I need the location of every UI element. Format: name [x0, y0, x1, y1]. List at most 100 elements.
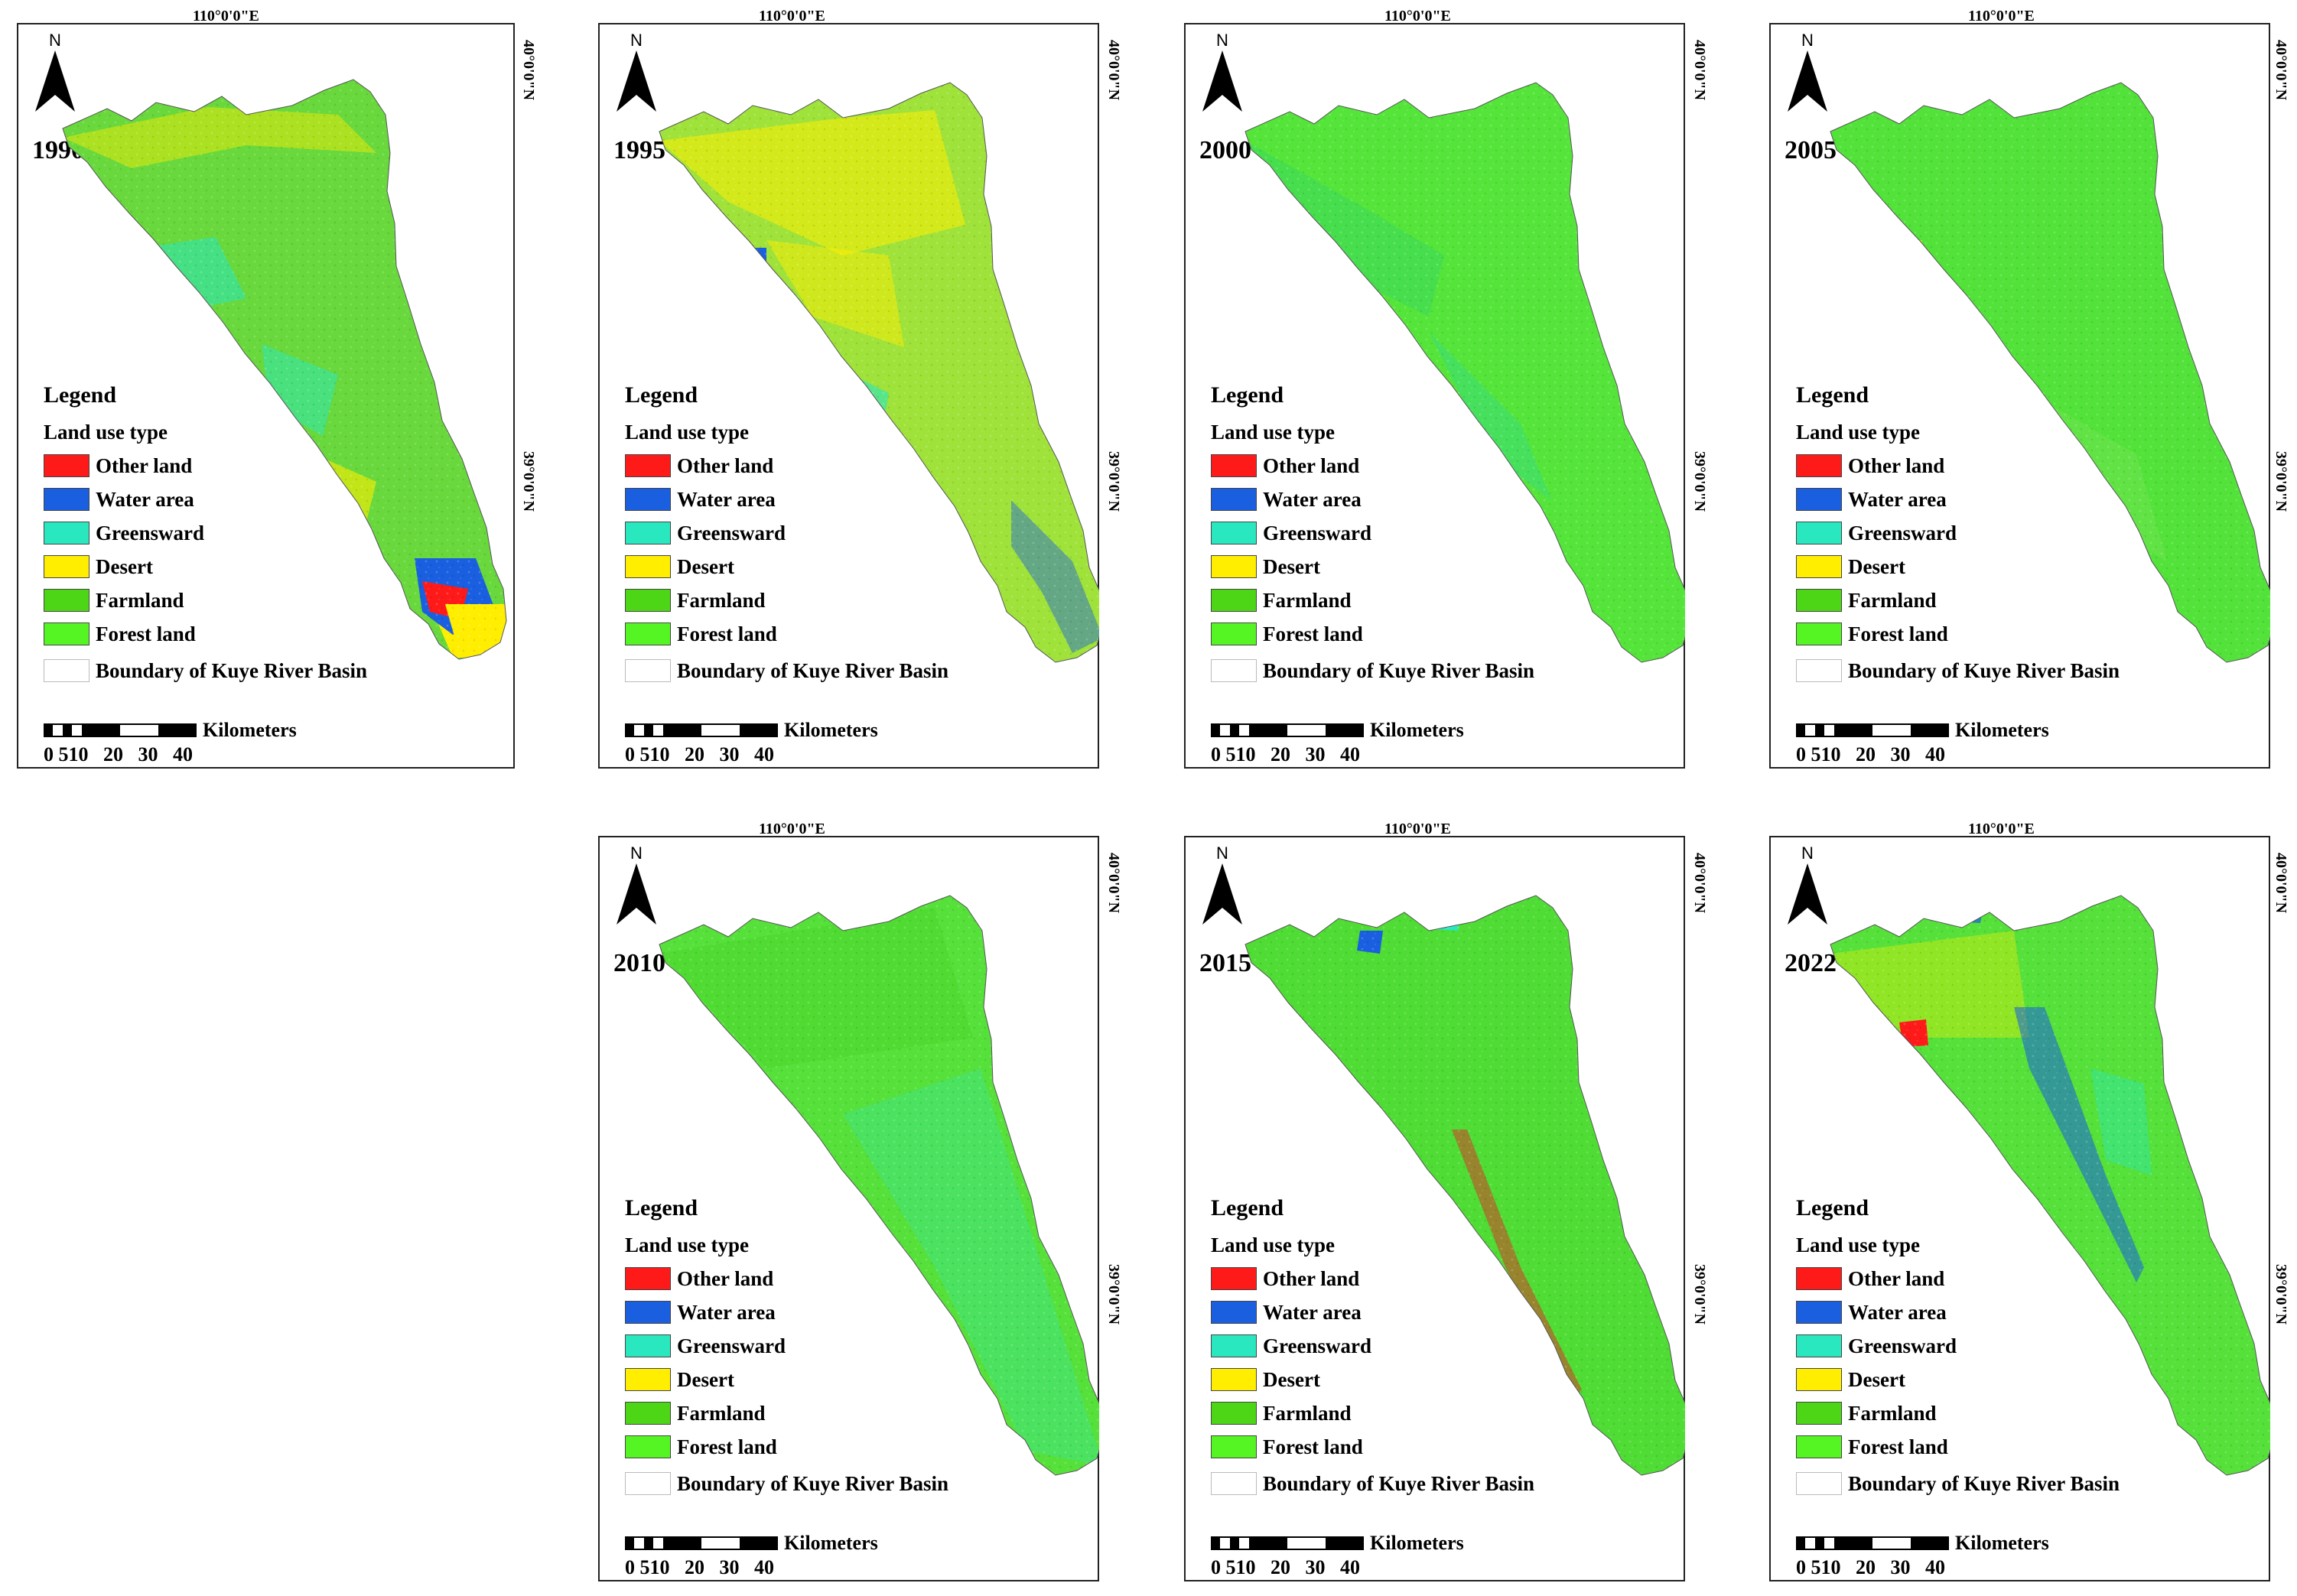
legend-swatch: [1796, 555, 1842, 578]
panel-year: 2022: [1785, 949, 1837, 977]
legend-swatch: [44, 659, 89, 682]
legend-item-greensward: Greensward: [625, 1329, 948, 1363]
legend-item-boundary: Boundary of Kuye River Basin: [44, 651, 367, 691]
scale-unit: Kilometers: [203, 719, 297, 741]
legend-item-desert: Desert: [625, 1363, 948, 1396]
scale-bar: Kilometers 0 510 20 30 40: [625, 1532, 878, 1579]
legend-item-farmland: Farmland: [44, 583, 367, 617]
longitude-label: 110°0'0"E: [759, 821, 825, 837]
legend-item-desert: Desert: [44, 550, 367, 583]
legend-swatch: [44, 555, 89, 578]
legend-title: Legend: [1211, 1195, 1284, 1221]
legend-swatch: [625, 659, 671, 682]
legend-item-forest-land: Forest land: [625, 1430, 948, 1464]
legend-title: Legend: [1211, 382, 1284, 408]
legend-subtitle: Land use type: [1211, 421, 1336, 444]
map-legend: Legend Land use type Other land Water ar…: [1796, 1195, 2120, 1503]
longitude-label: 110°0'0"E: [193, 8, 259, 24]
latitude-label-top: 40°0'0"N: [1691, 853, 1708, 914]
legend-item-water-area: Water area: [1796, 483, 2120, 516]
legend-item-desert: Desert: [1796, 550, 2120, 583]
map-legend: Legend Land use type Other land Water ar…: [1211, 1195, 1534, 1503]
legend-item-forest-land: Forest land: [1211, 617, 1534, 651]
map-legend: Legend Land use type Other land Water ar…: [1796, 382, 2120, 691]
latitude-label-mid: 39°0'0"N: [1691, 1264, 1708, 1325]
legend-swatch: [625, 589, 671, 612]
latitude-label-mid: 39°0'0"N: [1691, 451, 1708, 512]
legend-item-water-area: Water area: [44, 483, 367, 516]
legend-item-desert: Desert: [625, 550, 948, 583]
land-use-map-1990: [62, 79, 507, 660]
scale-unit: Kilometers: [1955, 1532, 2049, 1554]
panel-year: 2010: [613, 949, 665, 977]
scale-bar: Kilometers 0 510 20 30 40: [1796, 719, 2049, 766]
legend-subtitle: Land use type: [1796, 1234, 1921, 1256]
panel-year: 2005: [1785, 136, 1837, 164]
legend-item-forest-land: Forest land: [1796, 1430, 2120, 1464]
longitude-label: 110°0'0"E: [759, 8, 825, 24]
scale-ticks: 0 510 20 30 40: [625, 1556, 774, 1578]
legend-swatch: [1211, 488, 1257, 511]
latitude-label-mid: 39°0'0"N: [1105, 451, 1122, 512]
legend-item-other-land: Other land: [1796, 449, 2120, 483]
longitude-label: 110°0'0"E: [1384, 8, 1451, 24]
legend-item-water-area: Water area: [1211, 1295, 1534, 1329]
legend-item-farmland: Farmland: [1796, 583, 2120, 617]
latitude-label-top: 40°0'0"N: [1105, 853, 1122, 914]
legend-item-farmland: Farmland: [1796, 1396, 2120, 1430]
legend-swatch: [1796, 1334, 1842, 1357]
legend-swatch: [625, 622, 671, 645]
legend-title: Legend: [625, 1195, 698, 1221]
land-use-map-2022: [1830, 895, 2270, 1476]
scale-ticks: 0 510 20 30 40: [1796, 743, 1945, 765]
legend-subtitle: Land use type: [625, 1234, 750, 1256]
scale-bar-graphic: [1796, 723, 1949, 737]
legend-item-water-area: Water area: [1211, 483, 1534, 516]
scale-bar-graphic: [625, 1536, 778, 1550]
legend-swatch: [1796, 1368, 1842, 1391]
legend-swatch: [1211, 1368, 1257, 1391]
legend-item-forest-land: Forest land: [1211, 1430, 1534, 1464]
legend-swatch: [625, 488, 671, 511]
legend-swatch: [1796, 1472, 1842, 1495]
legend-swatch: [1796, 1402, 1842, 1425]
legend-title: Legend: [1796, 382, 1869, 408]
legend-swatch: [1796, 488, 1842, 511]
legend-swatch: [625, 1472, 671, 1495]
longitude-label: 110°0'0"E: [1968, 8, 2035, 24]
scale-ticks: 0 510 20 30 40: [625, 743, 774, 765]
legend-item-water-area: Water area: [625, 483, 948, 516]
legend-item-farmland: Farmland: [625, 583, 948, 617]
scale-unit: Kilometers: [1370, 1532, 1464, 1554]
legend-swatch: [625, 454, 671, 477]
legend-item-forest-land: Forest land: [625, 617, 948, 651]
latitude-label-mid: 39°0'0"N: [2273, 1264, 2289, 1325]
scale-unit: Kilometers: [784, 1532, 878, 1554]
legend-swatch: [1211, 622, 1257, 645]
legend-item-other-land: Other land: [625, 449, 948, 483]
scale-bar-graphic: [1211, 723, 1364, 737]
panel-year: 1995: [613, 136, 665, 164]
legend-swatch: [1211, 589, 1257, 612]
scale-bar: Kilometers 0 510 20 30 40: [44, 719, 297, 766]
latitude-label-mid: 39°0'0"N: [2273, 451, 2289, 512]
legend-item-water-area: Water area: [625, 1295, 948, 1329]
north-arrow-icon: N: [1199, 844, 1245, 928]
legend-item-farmland: Farmland: [1211, 583, 1534, 617]
legend-swatch: [1211, 555, 1257, 578]
legend-swatch: [1796, 659, 1842, 682]
legend-item-desert: Desert: [1211, 1363, 1534, 1396]
legend-item-boundary: Boundary of Kuye River Basin: [1796, 651, 2120, 691]
desert-patch: [1861, 240, 1930, 347]
longitude-label: 110°0'0"E: [1968, 821, 2035, 837]
legend-swatch: [1211, 454, 1257, 477]
legend-item-boundary: Boundary of Kuye River Basin: [1211, 1464, 1534, 1503]
legend-item-farmland: Farmland: [1211, 1396, 1534, 1430]
scale-bar-graphic: [625, 723, 778, 737]
legend-swatch: [625, 555, 671, 578]
legend-swatch: [625, 1267, 671, 1290]
scale-unit: Kilometers: [784, 719, 878, 741]
map-legend: Legend Land use type Other land Water ar…: [1211, 382, 1534, 691]
water-patch: [1287, 210, 1314, 248]
north-arrow-icon: N: [613, 844, 659, 928]
